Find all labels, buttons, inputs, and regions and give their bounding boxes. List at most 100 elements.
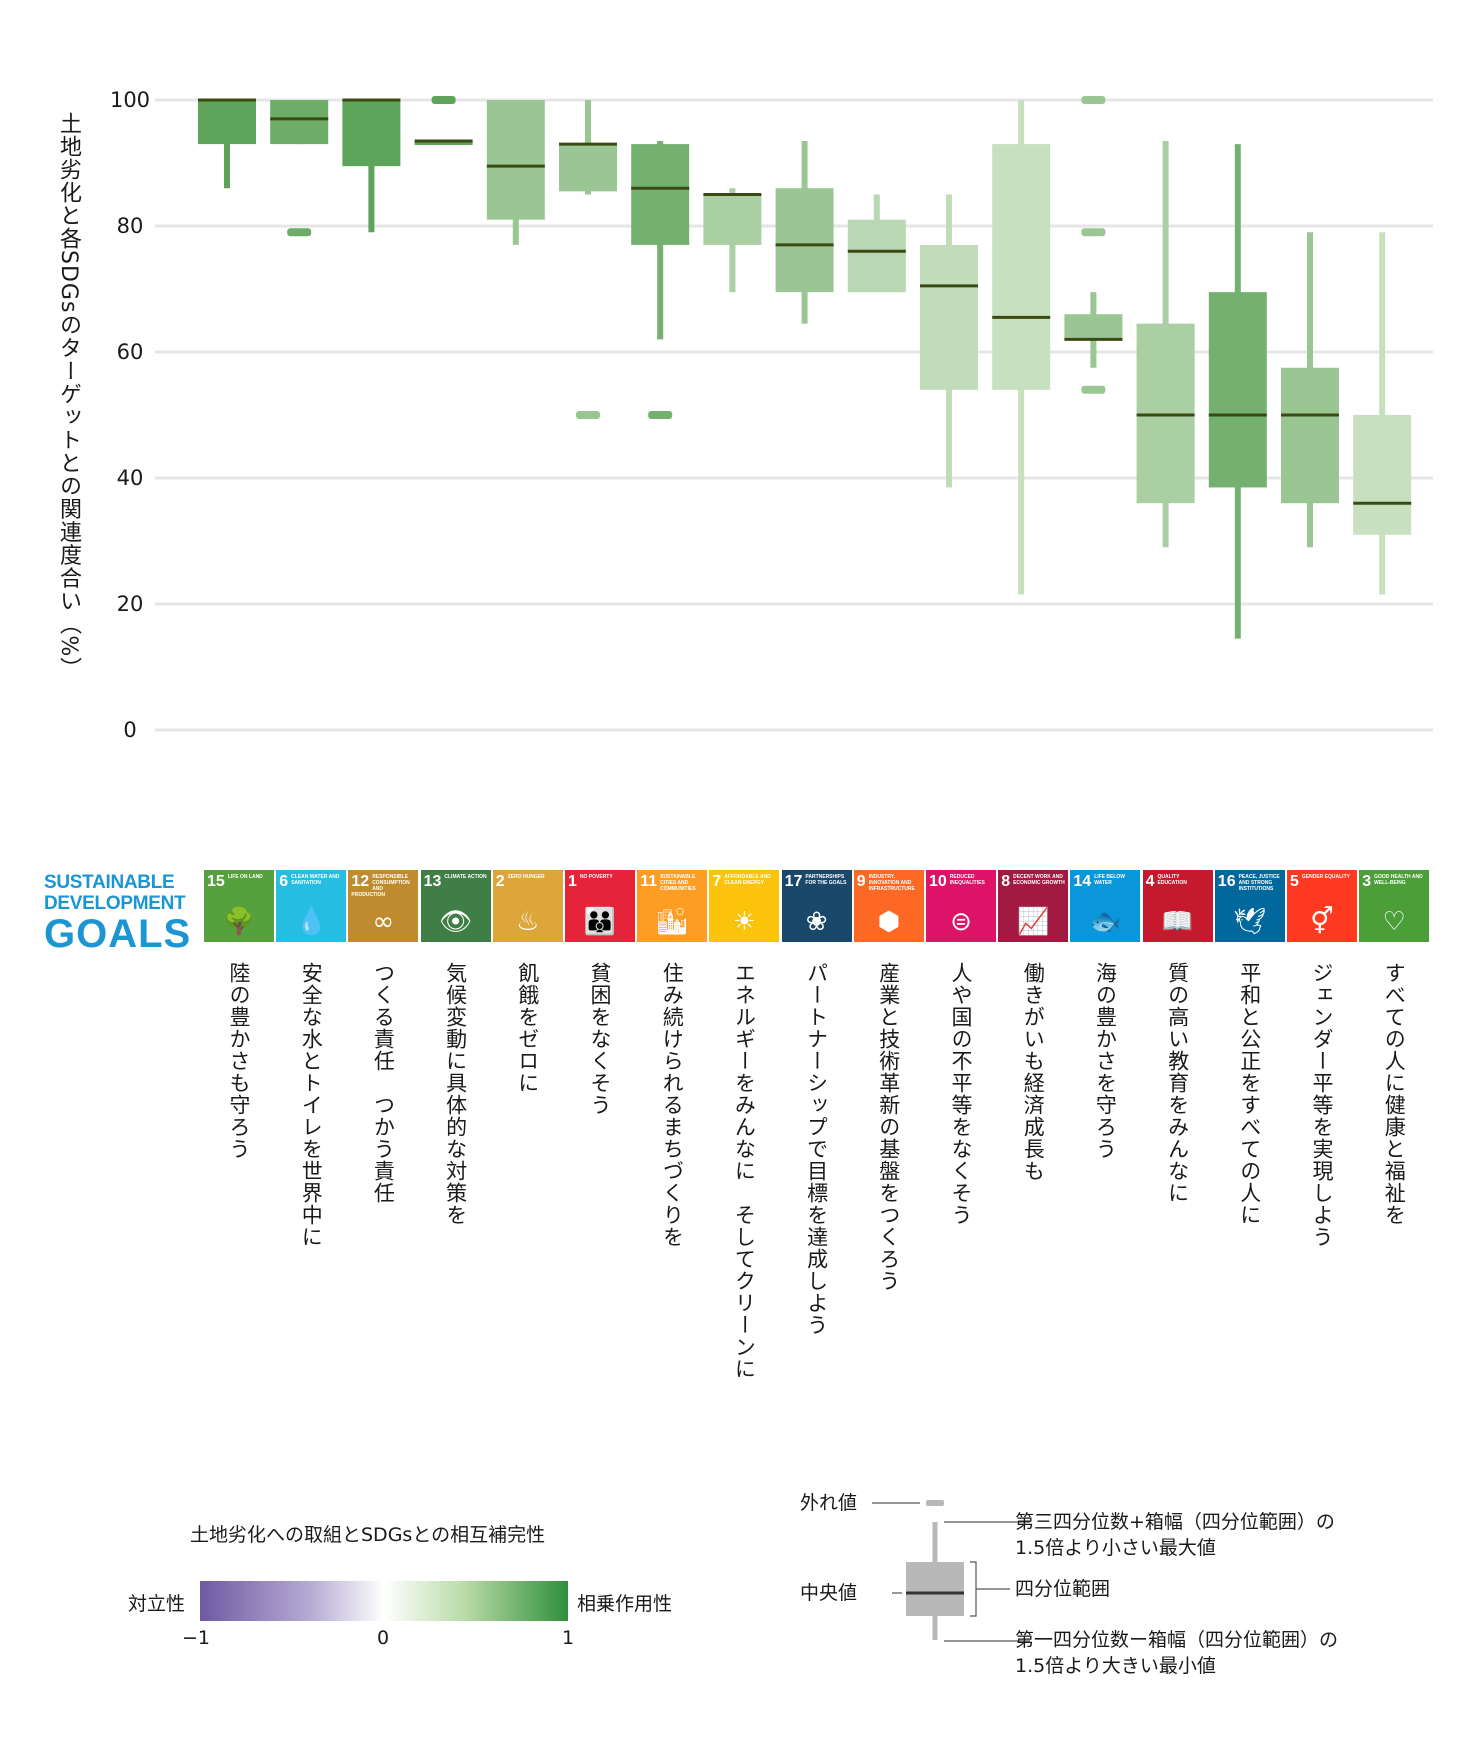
box-sdg7 xyxy=(703,194,762,245)
sdg-name-12: つくる責任 つかう責任 xyxy=(371,962,396,1204)
sdg-tile-6: 6 CLEAN WATER AND SANITATION 💧 xyxy=(276,870,347,942)
box-sdg1 xyxy=(559,144,617,192)
sdg-name-14: 海の豊かさを守ろう xyxy=(1093,962,1118,1160)
sdg-tile-text: INDUSTRY, INNOVATION AND INFRASTRUCTURE xyxy=(868,874,915,892)
box-group-sdg10 xyxy=(920,194,978,488)
sdg-name-5: ジェンダー平等を実現しよう xyxy=(1310,962,1334,1248)
sdg-logo-line3: GOALS xyxy=(44,912,192,956)
sdg-tile-text: GENDER EQUALITY xyxy=(1301,874,1350,880)
sdg-tile-8: 8 DECENT WORK AND ECONOMIC GROWTH 📈 xyxy=(998,870,1069,942)
sdg-7-icon: ☀ xyxy=(732,907,757,937)
sdg-tile-text: RESPONSIBLE CONSUMPTION AND PRODUCTION xyxy=(351,874,410,898)
legend-min: −1 xyxy=(182,1627,211,1649)
sdg-16-icon: 🕊 xyxy=(1233,907,1267,937)
box-group-sdg14 xyxy=(1064,96,1123,394)
sdg-tile-number: 17 xyxy=(784,873,803,890)
key-outlier-label: 外れ値 xyxy=(800,1492,858,1514)
sdg-15-icon: 🌳 xyxy=(222,907,256,937)
box-group-sdg12 xyxy=(342,98,401,233)
boxplot-chart: 0 20 40 60 80 100 xyxy=(110,88,1433,742)
sdg-name-10: 人や国の不平等をなくそう xyxy=(949,962,973,1226)
box-sdg13 xyxy=(414,140,473,145)
outlier-sdg13-0 xyxy=(431,96,456,104)
sdg-tile-4: 4 QUALITY EDUCATION 📖 xyxy=(1142,870,1213,942)
outlier-sdg14-1 xyxy=(1081,228,1106,237)
box-group-sdg7 xyxy=(703,188,762,293)
box-sdg14 xyxy=(1064,314,1123,340)
sdg-tile-12: 12 RESPONSIBLE CONSUMPTION AND PRODUCTION… xyxy=(348,870,419,942)
box-group-sdg9 xyxy=(847,194,906,293)
sdg-tile-number: 16 xyxy=(1217,873,1236,890)
sdg-name-4: 質の高い教育をみんなに xyxy=(1165,962,1190,1204)
sdg-logo-line2: DEVELOPMENT xyxy=(44,893,186,914)
key-upper-label-2: 1.5倍より小さい最大値 xyxy=(1015,1537,1216,1559)
box-group-sdg3 xyxy=(1353,232,1412,595)
key-iqr-label: 四分位範囲 xyxy=(1015,1578,1111,1600)
sdg-tile-text: PARTNERSHIPS FOR THE GOALS xyxy=(805,874,847,886)
box-sdg5 xyxy=(1281,367,1339,504)
y-ticks: 0 20 40 60 80 100 xyxy=(110,88,150,742)
sdg-tile-9: 9 INDUSTRY, INNOVATION AND INFRASTRUCTURE… xyxy=(853,870,924,942)
sdg-name-11: 住み続けられるまちづくりを xyxy=(660,962,685,1248)
box-group-sdg1 xyxy=(559,100,617,419)
y-tick-label-60: 60 xyxy=(117,340,144,364)
sdg-tile-number: 6 xyxy=(279,873,289,890)
box-sdg8 xyxy=(992,144,1051,390)
sdg-tile-number: 9 xyxy=(856,873,866,890)
key-lower-label-2: 1.5倍より大きい最小値 xyxy=(1015,1655,1216,1677)
y-tick-label-0: 0 xyxy=(123,718,136,742)
sdg-tile-number: 7 xyxy=(712,873,722,890)
key-outlier-mark xyxy=(926,1500,944,1506)
sdg-name-16: 平和と公正をすべての人に xyxy=(1237,962,1262,1226)
sdg-tile-5: 5 GENDER EQUALITY ⚥ xyxy=(1287,870,1357,942)
sdg-6-icon: 💧 xyxy=(295,907,328,937)
sdg-tile-15: 15 LIFE ON LAND 🌳 xyxy=(204,870,274,942)
box-group-sdg16 xyxy=(1208,144,1267,639)
sdg-name-2: 飢餓をゼロに xyxy=(515,962,540,1094)
box-group-sdg4 xyxy=(1136,140,1195,548)
sdg-tile-number: 12 xyxy=(351,873,370,890)
sdg-tile-number: 8 xyxy=(1001,873,1011,890)
box-sdg12 xyxy=(342,100,401,167)
sdg-tile-3: 3 GOOD HEALTH AND WELL-BEING ♡ xyxy=(1359,870,1430,942)
sdg-tile-number: 5 xyxy=(1290,873,1299,890)
boxes xyxy=(198,96,1412,639)
y-tick-label-100: 100 xyxy=(110,88,150,112)
sdg-tile-text: CLIMATE ACTION xyxy=(444,874,487,880)
box-group-sdg2 xyxy=(486,100,545,245)
sdg-tile-number: 10 xyxy=(929,873,947,890)
sdg-10-icon: ⊜ xyxy=(950,907,972,937)
sdg-logo: SUSTAINABLE DEVELOPMENT GOALS xyxy=(44,872,194,954)
sdg-tile-7: 7 AFFORDABLE AND CLEAN ENERGY ☀ xyxy=(709,870,780,942)
sdg-tile-number: 1 xyxy=(568,873,577,890)
sdg-11-icon: 🏙 xyxy=(655,907,689,937)
sdg-tile-number: 11 xyxy=(640,873,658,890)
sdg-17-icon: ❀ xyxy=(805,907,828,937)
sdg-tile-16: 16 PEACE, JUSTICE AND STRONG INSTITUTIONS… xyxy=(1214,870,1285,942)
sdg-tile-text: QUALITY EDUCATION xyxy=(1157,874,1187,886)
sdg-tile-text: LIFE BELOW WATER xyxy=(1094,874,1126,886)
outlier-sdg11-0 xyxy=(648,411,673,419)
sdg-tile-14: 14 LIFE BELOW WATER 🐟 xyxy=(1070,870,1141,942)
legend-gradient-bar xyxy=(200,1581,568,1621)
y-tick-label-40: 40 xyxy=(117,466,144,490)
sdg-name-17: パートナーシップで目標を達成しよう xyxy=(804,962,829,1336)
box-sdg15 xyxy=(198,100,256,145)
box-sdg17 xyxy=(775,188,834,293)
box-group-sdg8 xyxy=(992,100,1051,595)
box-sdg9 xyxy=(847,219,906,293)
sdg-8-icon: 📈 xyxy=(1017,907,1050,937)
box-group-sdg13 xyxy=(414,96,473,145)
sdg-name-3: すべての人に健康と福祉を xyxy=(1382,962,1407,1226)
sdg-tile-number: 14 xyxy=(1073,873,1092,890)
key-upper-label-1: 第三四分位数+箱幅（四分位範囲）の xyxy=(1015,1511,1335,1533)
legend-title: 土地劣化への取組とSDGsとの相互補完性 xyxy=(190,1524,546,1546)
sdg-name-1: 貧困をなくそう xyxy=(588,962,612,1116)
box-sdg4 xyxy=(1136,323,1195,504)
box-sdg11 xyxy=(631,144,690,245)
sdg-12-icon: ∞ xyxy=(372,907,395,937)
sdg-tile-10: 10 REDUCED INEQUALITIES ⊜ xyxy=(926,870,996,942)
sdg-tile-text: PEACE, JUSTICE AND STRONG INSTITUTIONS xyxy=(1238,874,1280,892)
key-lower-label-1: 第一四分位数ー箱幅（四分位範囲）の xyxy=(1015,1629,1339,1651)
sdg-name-8: 働きがいも経済成長も xyxy=(1021,962,1046,1182)
